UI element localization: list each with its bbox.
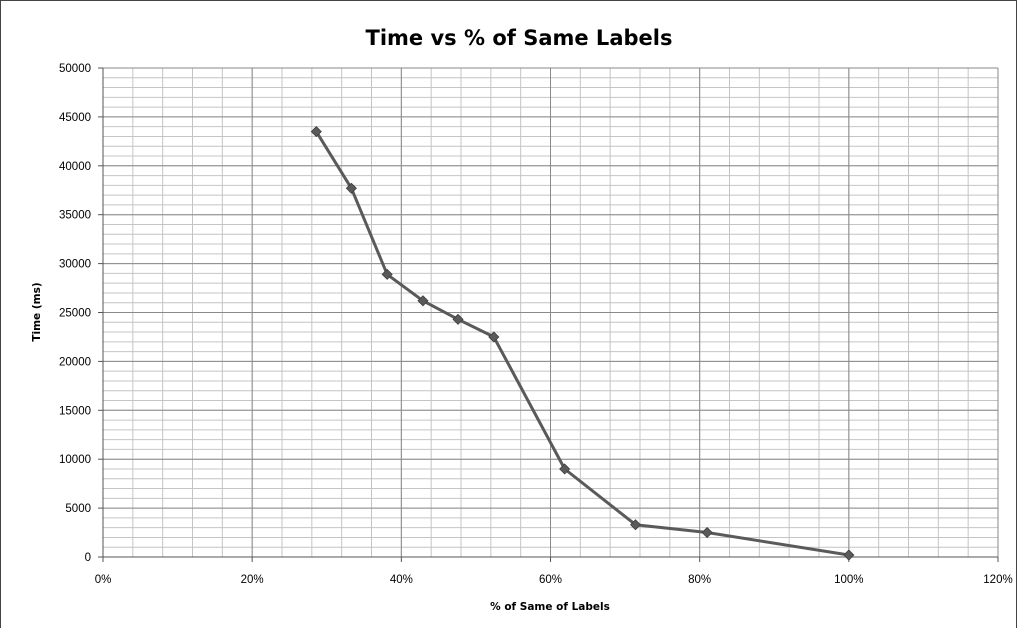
y-tick-label: 40000 [59, 161, 91, 173]
series [310, 126, 855, 561]
y-tick-label: 45000 [59, 112, 91, 124]
x-tick-label: 80% [688, 574, 711, 586]
y-tick-label: 25000 [59, 308, 91, 320]
y-tick-label: 35000 [59, 210, 91, 222]
x-axis-title: % of Same of Labels [490, 601, 610, 613]
chart-title: Time vs % of Same Labels [366, 26, 673, 50]
data-point-marker [310, 126, 322, 138]
series-line [315, 130, 850, 557]
y-tick-label: 5000 [65, 503, 91, 515]
data-point-marker [452, 313, 464, 325]
x-tick-label: 60% [539, 574, 562, 586]
data-point-marker [488, 331, 500, 343]
y-tick-label: 0 [85, 552, 91, 564]
data-point-marker [559, 463, 571, 475]
x-tick-label: 0% [95, 574, 112, 586]
x-tick-label: 120% [983, 574, 1012, 586]
grid [98, 67, 999, 562]
y-tick-labels: 0 5000 10000 15000 20000 25000 30000 35000 40000… [59, 63, 91, 564]
data-point-marker [345, 182, 357, 194]
data-point-marker [629, 519, 642, 531]
x-tick-label: 40% [390, 574, 413, 586]
data-point-marker [843, 549, 855, 561]
data-point-marker [417, 295, 429, 307]
y-tick-label: 30000 [59, 259, 91, 271]
y-tick-label: 10000 [59, 454, 91, 466]
y-tick-label: 50000 [59, 63, 91, 75]
y-tick-label: 20000 [59, 356, 91, 368]
x-tick-label: 20% [241, 574, 264, 586]
x-tick-label: 100% [834, 574, 863, 586]
y-axis-title: Time (ms) [31, 282, 43, 341]
data-point-marker [381, 268, 393, 280]
y-tick-label: 15000 [59, 405, 91, 417]
x-tick-labels: 0% 20% 40% 60% 80% 100% 120% [95, 574, 1013, 586]
data-point-marker [701, 526, 713, 539]
